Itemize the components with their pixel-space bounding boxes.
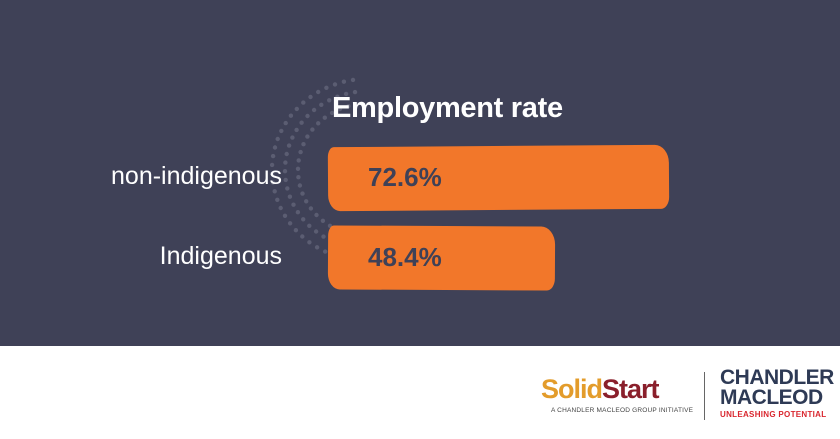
decorative-dot xyxy=(350,77,356,83)
decorative-dot xyxy=(294,127,299,133)
footer xyxy=(0,346,840,439)
chandler-macleod-tagline: UNLEASHING POTENTIAL xyxy=(720,410,827,419)
decorative-dot xyxy=(301,142,306,147)
decorative-dot xyxy=(270,153,276,159)
decorative-dot xyxy=(307,223,312,228)
decorative-dot xyxy=(305,113,310,119)
decorative-dot xyxy=(352,89,358,95)
decorative-dot xyxy=(337,106,343,112)
decorative-dot xyxy=(354,102,360,107)
decorative-dot xyxy=(322,115,327,120)
decorative-dot xyxy=(287,221,293,226)
decorative-dot xyxy=(335,94,340,99)
decorative-dot xyxy=(287,194,293,199)
decorative-dot xyxy=(282,213,288,218)
decorative-dot xyxy=(300,234,305,239)
decorative-dot xyxy=(308,206,314,211)
decorative-dot xyxy=(323,249,328,254)
decorative-dot xyxy=(288,113,294,118)
decorative-dot xyxy=(314,245,320,250)
chandler-macleod-line2: MACLEOD xyxy=(720,386,823,409)
decorative-dot xyxy=(313,229,319,234)
decorative-dot xyxy=(290,135,295,140)
decorative-dot xyxy=(294,106,299,112)
decorative-dot xyxy=(299,120,304,125)
decorative-dot xyxy=(314,212,319,218)
decorative-dot xyxy=(283,177,288,183)
decorative-dot xyxy=(321,234,326,239)
decorative-dot xyxy=(296,158,301,163)
solidstart-logo-start: Start xyxy=(602,374,660,404)
decorative-dot xyxy=(307,240,312,245)
decorative-dot xyxy=(275,136,280,142)
decorative-dot xyxy=(327,98,332,103)
solidstart-logo[interactable]: SolidStart xyxy=(541,374,660,405)
decorative-dot xyxy=(297,183,303,188)
decorative-dot xyxy=(295,210,301,215)
decorative-dot xyxy=(270,180,276,185)
decorative-dot xyxy=(310,127,315,132)
decorative-dot xyxy=(305,134,310,139)
decorative-dot xyxy=(279,128,284,134)
decorative-dot xyxy=(298,149,303,155)
decorative-dot xyxy=(301,100,306,105)
decorative-dot xyxy=(272,145,278,150)
decorative-dot xyxy=(282,169,288,174)
decorative-dot xyxy=(341,79,347,84)
decorative-dot xyxy=(332,82,338,87)
decorative-dot xyxy=(343,91,349,97)
decorative-dot xyxy=(293,228,299,233)
decorative-dot xyxy=(320,218,326,223)
value-label-non-indigenous: 72.6% xyxy=(368,162,442,192)
decorative-dot xyxy=(300,191,305,196)
decorative-dot xyxy=(278,205,283,211)
decorative-dot xyxy=(324,85,329,91)
chandler-macleod-line1: CHANDLER xyxy=(720,366,834,389)
decorative-dot xyxy=(304,199,309,204)
decorative-dot xyxy=(269,171,275,176)
decorative-dot xyxy=(286,143,292,148)
decorative-dot xyxy=(284,151,289,157)
decorative-dot xyxy=(296,175,301,180)
decorative-dot xyxy=(285,186,290,191)
decorative-dot xyxy=(346,104,351,109)
decorative-dot xyxy=(283,160,288,165)
chart-banner: Employment rate non-indigenous 72.6% Ind… xyxy=(0,0,840,346)
logo-divider xyxy=(704,372,705,420)
decorative-dot xyxy=(301,217,306,222)
decorative-dot xyxy=(329,110,335,116)
decorative-dot xyxy=(291,202,296,207)
decorative-dot xyxy=(311,107,317,113)
decorative-dot xyxy=(308,94,313,100)
decorative-dot xyxy=(295,166,301,171)
decorative-dot xyxy=(275,197,280,202)
chandler-macleod-logo[interactable]: CHANDLER MACLEOD UNLEASHING POTENTIAL xyxy=(720,366,834,419)
decorative-dot xyxy=(272,189,277,194)
solidstart-logo-solid: Solid xyxy=(541,374,603,404)
value-label-indigenous: 48.4% xyxy=(368,242,442,272)
chart-title: Employment rate xyxy=(332,92,563,124)
category-label-indigenous: Indigenous xyxy=(159,242,282,270)
decorative-dot xyxy=(283,120,288,126)
decorative-dot xyxy=(269,162,275,168)
decorative-dot xyxy=(316,121,321,126)
solidstart-tagline: A CHANDLER MACLEOD GROUP INITIATIVE xyxy=(551,407,694,414)
decorative-dot xyxy=(316,89,321,95)
category-label-non-indigenous: non-indigenous xyxy=(111,162,282,190)
decorative-dot xyxy=(319,102,324,108)
